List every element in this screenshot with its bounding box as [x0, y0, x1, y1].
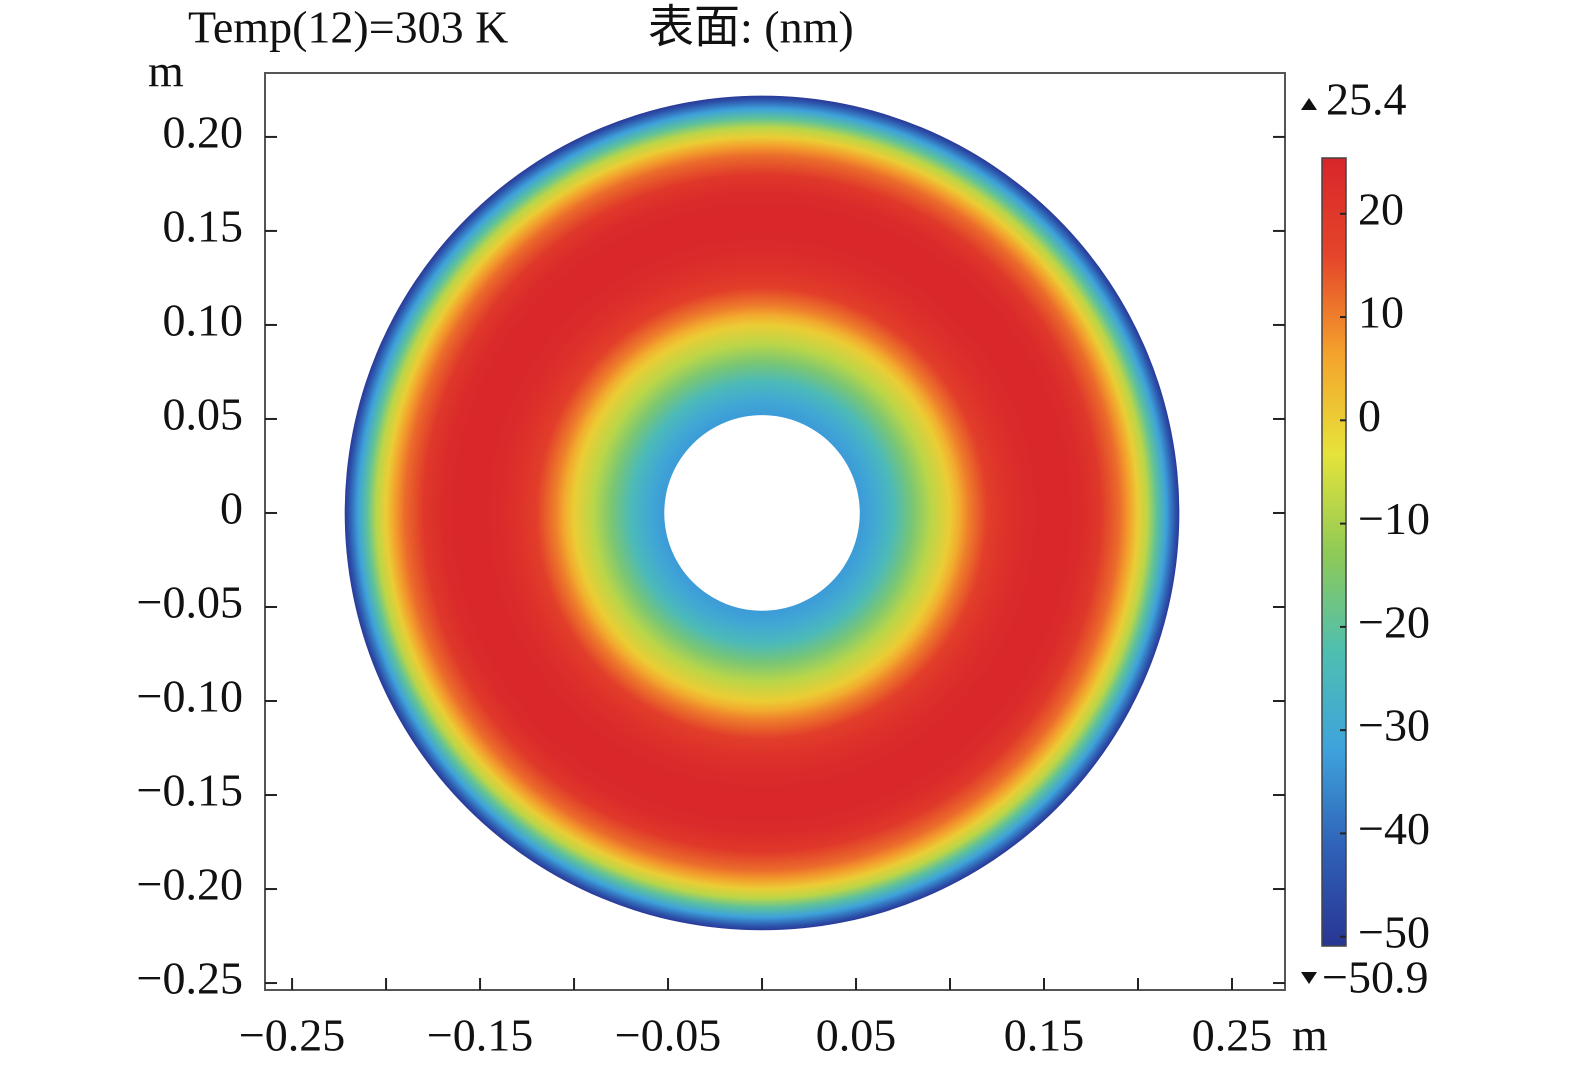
- y-tick-label: 0.15: [163, 201, 244, 252]
- colorbar-tick-label: −30: [1358, 700, 1430, 751]
- x-tick-label: 0.05: [816, 1010, 897, 1061]
- x-axis-label: m: [1292, 1010, 1328, 1061]
- colorbar-tick-label: 10: [1358, 287, 1404, 338]
- y-tick-label: −0.20: [137, 859, 243, 910]
- min-marker: [1301, 972, 1317, 984]
- colorbar-tick-label: −20: [1358, 596, 1430, 647]
- y-tick-label: 0.10: [163, 295, 244, 346]
- y-tick-label: −0.25: [137, 953, 243, 1004]
- y-tick-label: 0: [220, 483, 243, 534]
- colorbar-tick-label: −40: [1358, 803, 1430, 854]
- chart-subtitle: 表面: (nm): [648, 2, 854, 53]
- max-marker: [1301, 98, 1317, 110]
- y-tick-label: 0.20: [163, 106, 244, 157]
- max-label: 25.4: [1326, 74, 1407, 125]
- x-tick-label: 0.15: [1004, 1010, 1085, 1061]
- x-tick-label: −0.15: [427, 1010, 533, 1061]
- surface: [344, 95, 1180, 931]
- chart-title: Temp(12)=303 K: [188, 2, 508, 53]
- y-tick-label: −0.05: [137, 577, 243, 628]
- colorbar-tick-label: 20: [1358, 183, 1404, 234]
- x-tick-label: 0.25: [1192, 1010, 1273, 1061]
- y-tick-label: 0.05: [163, 389, 244, 440]
- x-tick-label: −0.05: [615, 1010, 721, 1061]
- y-axis-label: m: [148, 46, 184, 97]
- colorbar-tick-label: 0: [1358, 390, 1381, 441]
- colorbar-tick-label: −50: [1358, 906, 1430, 957]
- plot-frame: [264, 72, 1286, 991]
- y-tick-label: −0.15: [137, 765, 243, 816]
- colorbar-tick-label: −10: [1358, 493, 1430, 544]
- x-tick-label: −0.25: [239, 1010, 345, 1061]
- colorbar: [1321, 157, 1347, 947]
- y-tick-label: −0.10: [137, 671, 243, 722]
- min-label: −50.9: [1322, 952, 1428, 1003]
